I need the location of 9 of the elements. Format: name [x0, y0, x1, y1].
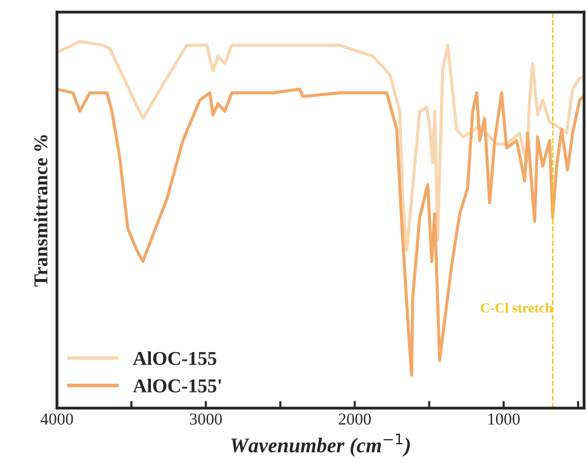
x-tick-label: 2000 [338, 413, 371, 425]
x-tick-label: 4000 [40, 413, 73, 425]
x-axis-title: Wavenumber (cm$^{−1}$) [231, 434, 410, 457]
legend-label: AlOC-155' [132, 378, 221, 392]
y-axis-title: Transmittrance % [34, 135, 48, 287]
x-tick-label: 3000 [190, 413, 222, 425]
ref-line-label: C-Cl stretch [480, 302, 553, 313]
legend-label: AlOC-155 [132, 351, 216, 366]
x-tick-label: 1000 [488, 413, 520, 425]
